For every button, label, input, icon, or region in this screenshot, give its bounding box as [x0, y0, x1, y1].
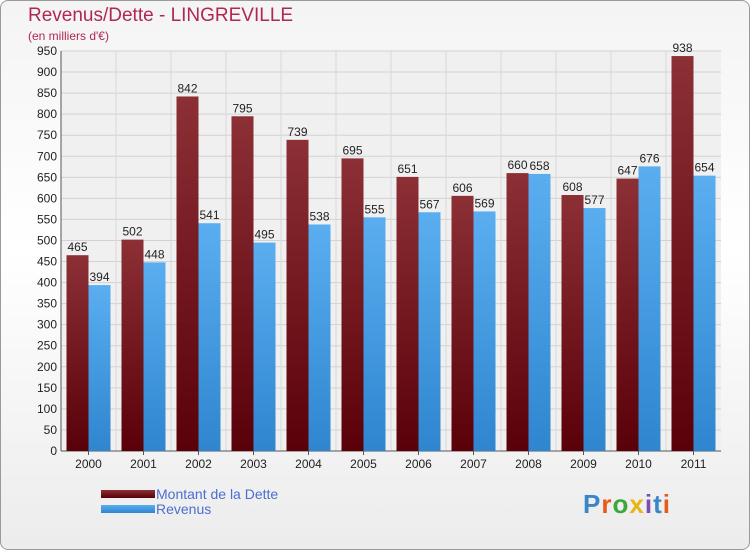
- bar-revenus: [418, 212, 441, 451]
- bar-revenus: [638, 166, 661, 452]
- data-label-revenus: 569: [474, 196, 494, 210]
- logo-letter: i: [644, 489, 654, 519]
- y-tick-label: 400: [37, 276, 57, 290]
- data-label-dette: 739: [287, 125, 307, 139]
- bar-dette: [671, 56, 694, 451]
- logo-letter: t: [653, 489, 663, 519]
- y-tick-label: 150: [37, 381, 57, 395]
- legend-label-revenus: Revenus: [156, 501, 212, 517]
- legend-swatch-debt: [101, 490, 155, 498]
- bar-dette: [396, 176, 419, 452]
- data-label-dette: 647: [617, 164, 637, 178]
- y-tick-label: 300: [37, 318, 57, 332]
- y-tick-label: 800: [37, 107, 57, 121]
- x-tick-label: 2011: [681, 457, 707, 471]
- bar-revenus: [528, 173, 551, 451]
- data-label-dette: 608: [562, 180, 582, 194]
- bar-revenus: [693, 175, 716, 451]
- bar-revenus: [253, 242, 276, 451]
- data-label-revenus: 676: [639, 151, 659, 165]
- x-tick-label: 2006: [405, 457, 432, 471]
- data-label-revenus: 577: [584, 193, 604, 207]
- data-label-revenus: 658: [529, 159, 549, 173]
- logo-letter: x: [629, 489, 645, 519]
- data-label-revenus: 654: [694, 161, 714, 175]
- y-tick-label: 600: [37, 191, 57, 205]
- bar-revenus: [363, 217, 386, 451]
- x-tick-label: 2004: [295, 457, 322, 471]
- x-tick-label: 2005: [350, 457, 377, 471]
- data-label-revenus: 448: [144, 247, 164, 261]
- logo-letter: o: [612, 489, 630, 519]
- y-tick-label: 350: [37, 297, 57, 311]
- y-tick-label: 0: [50, 444, 57, 458]
- bar-dette: [451, 195, 474, 451]
- y-tick-label: 200: [37, 360, 57, 374]
- x-tick-label: 2010: [625, 457, 652, 471]
- legend-label-debt: Montant de la Dette: [156, 486, 279, 502]
- data-label-revenus: 394: [89, 270, 109, 284]
- y-tick-label: 750: [37, 128, 57, 142]
- logo-letter: i: [662, 489, 671, 519]
- x-tick-label: 2003: [240, 457, 267, 471]
- data-label-dette: 465: [67, 240, 87, 254]
- data-label-revenus: 555: [364, 202, 384, 216]
- bar-dette: [341, 158, 364, 452]
- proxiti-logo: Proxiti: [583, 489, 671, 520]
- data-label-revenus: 538: [309, 209, 329, 223]
- data-label-revenus: 495: [254, 228, 274, 242]
- bar-dette: [506, 173, 529, 451]
- data-label-dette: 606: [452, 181, 472, 195]
- data-label-dette: 502: [122, 225, 142, 239]
- x-tick-label: 2000: [75, 457, 102, 471]
- x-tick-label: 2007: [460, 457, 487, 471]
- data-label-dette: 795: [232, 101, 252, 115]
- chart-title: Revenus/Dette - LINGREVILLE: [28, 5, 294, 26]
- bar-revenus: [473, 211, 496, 451]
- x-tick-label: 2001: [130, 457, 157, 471]
- y-tick-label: 450: [37, 255, 57, 269]
- y-tick-label: 100: [37, 402, 57, 416]
- y-tick-label: 50: [44, 423, 58, 437]
- x-tick-label: 2008: [515, 457, 542, 471]
- data-label-revenus: 541: [199, 208, 219, 222]
- y-tick-label: 650: [37, 170, 57, 184]
- y-tick-label: 950: [37, 44, 57, 58]
- bar-revenus: [583, 208, 606, 451]
- y-tick-label: 500: [37, 233, 57, 247]
- y-tick-label: 550: [37, 212, 57, 226]
- logo-letter: P: [583, 489, 602, 519]
- x-tick-label: 2009: [570, 457, 597, 471]
- bar-dette: [231, 116, 254, 452]
- bar-dette: [66, 255, 89, 451]
- bar-dette: [616, 178, 639, 451]
- bar-dette: [286, 139, 309, 451]
- data-label-dette: 938: [672, 41, 692, 55]
- data-label-dette: 651: [397, 162, 417, 176]
- bar-dette: [176, 96, 199, 451]
- bar-dette: [121, 239, 144, 451]
- data-label-dette: 842: [177, 81, 197, 95]
- bar-revenus: [143, 262, 166, 451]
- bar-revenus: [198, 223, 221, 451]
- bar-revenus: [308, 224, 331, 451]
- chart-subtitle: (en milliers d'€): [28, 29, 109, 43]
- data-label-revenus: 567: [419, 197, 439, 211]
- y-tick-label: 850: [37, 86, 57, 100]
- x-tick-label: 2002: [185, 457, 212, 471]
- bar-dette: [561, 195, 584, 451]
- logo-letter: r: [601, 489, 613, 519]
- y-tick-label: 250: [37, 339, 57, 353]
- bar-revenus: [88, 285, 111, 451]
- data-label-dette: 695: [342, 143, 362, 157]
- y-tick-label: 900: [37, 65, 57, 79]
- legend-swatch-revenus: [101, 505, 155, 513]
- y-tick-label: 700: [37, 149, 57, 163]
- data-label-dette: 660: [507, 158, 527, 172]
